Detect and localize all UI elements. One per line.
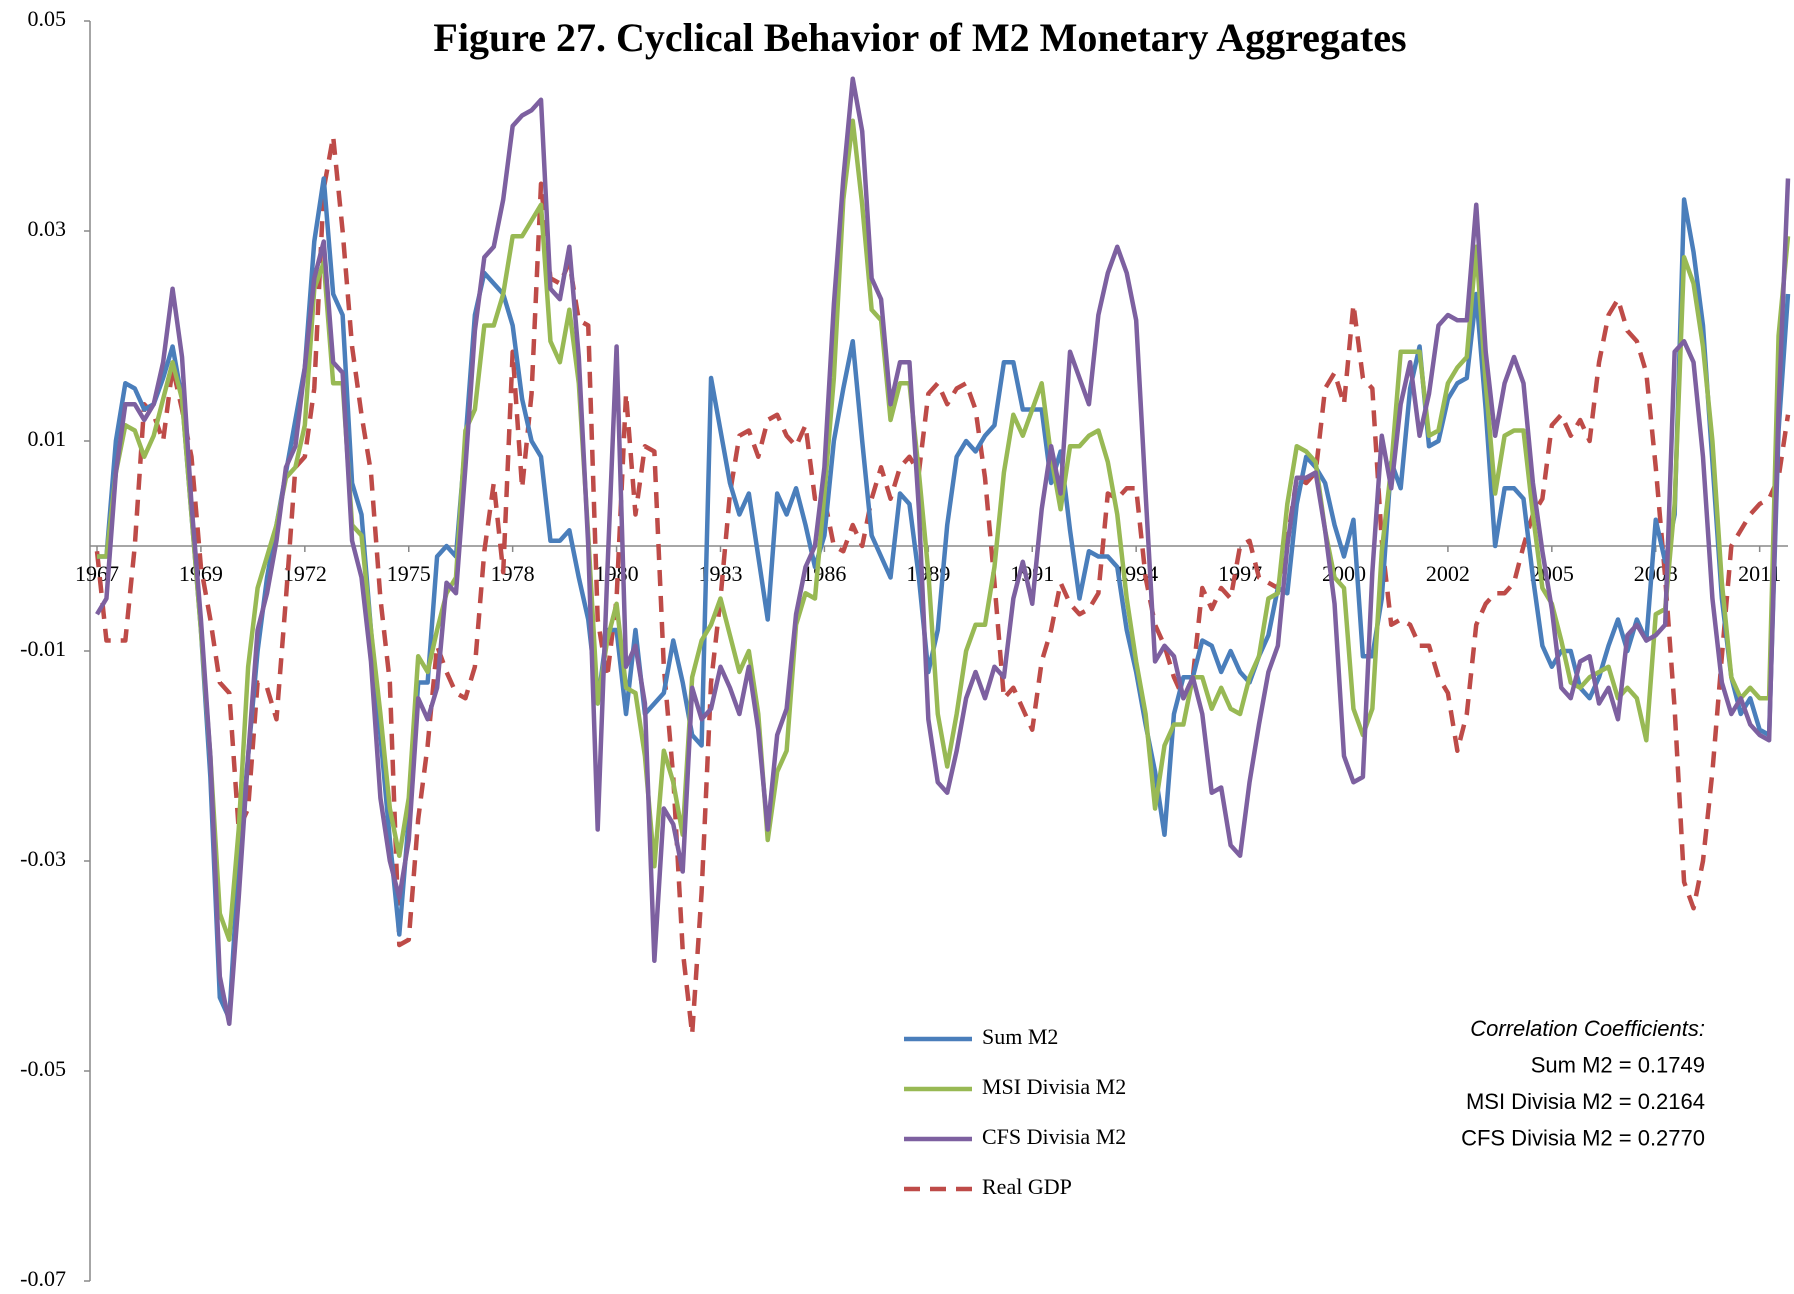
chart-title: Figure 27. Cyclical Behavior of M2 Monet… (433, 15, 1406, 60)
annotation: Correlation Coefficients: (1470, 1016, 1705, 1041)
x-tick-label: 1975 (387, 561, 431, 586)
x-tick-label: 2005 (1530, 561, 1574, 586)
y-tick-label: 0.01 (28, 426, 67, 451)
y-tick-label: 0.05 (28, 6, 67, 31)
x-tick-label: 1986 (802, 561, 846, 586)
series-line (95, 76, 1791, 1026)
annotation: Sum M2 = 0.1749 (1531, 1052, 1705, 1077)
y-tick-label: -0.03 (20, 846, 66, 871)
annotation: MSI Divisia M2 = 0.2164 (1466, 1089, 1705, 1114)
y-tick-label: 0.03 (28, 216, 67, 241)
y-tick-label: -0.07 (20, 1266, 66, 1291)
y-tick-label: -0.05 (20, 1056, 66, 1081)
annotation: CFS Divisia M2 = 0.2770 (1461, 1125, 1705, 1150)
legend-label: Sum M2 (982, 1024, 1058, 1049)
x-tick-label: 2002 (1426, 561, 1470, 586)
legend-label: Real GDP (982, 1174, 1072, 1199)
series-line (97, 118, 1791, 942)
y-tick-label: -0.01 (20, 636, 66, 661)
series-line (94, 134, 1791, 1037)
legend-label: MSI Divisia M2 (982, 1074, 1126, 1099)
x-tick-label: 1978 (491, 561, 535, 586)
legend-label: CFS Divisia M2 (982, 1124, 1126, 1149)
